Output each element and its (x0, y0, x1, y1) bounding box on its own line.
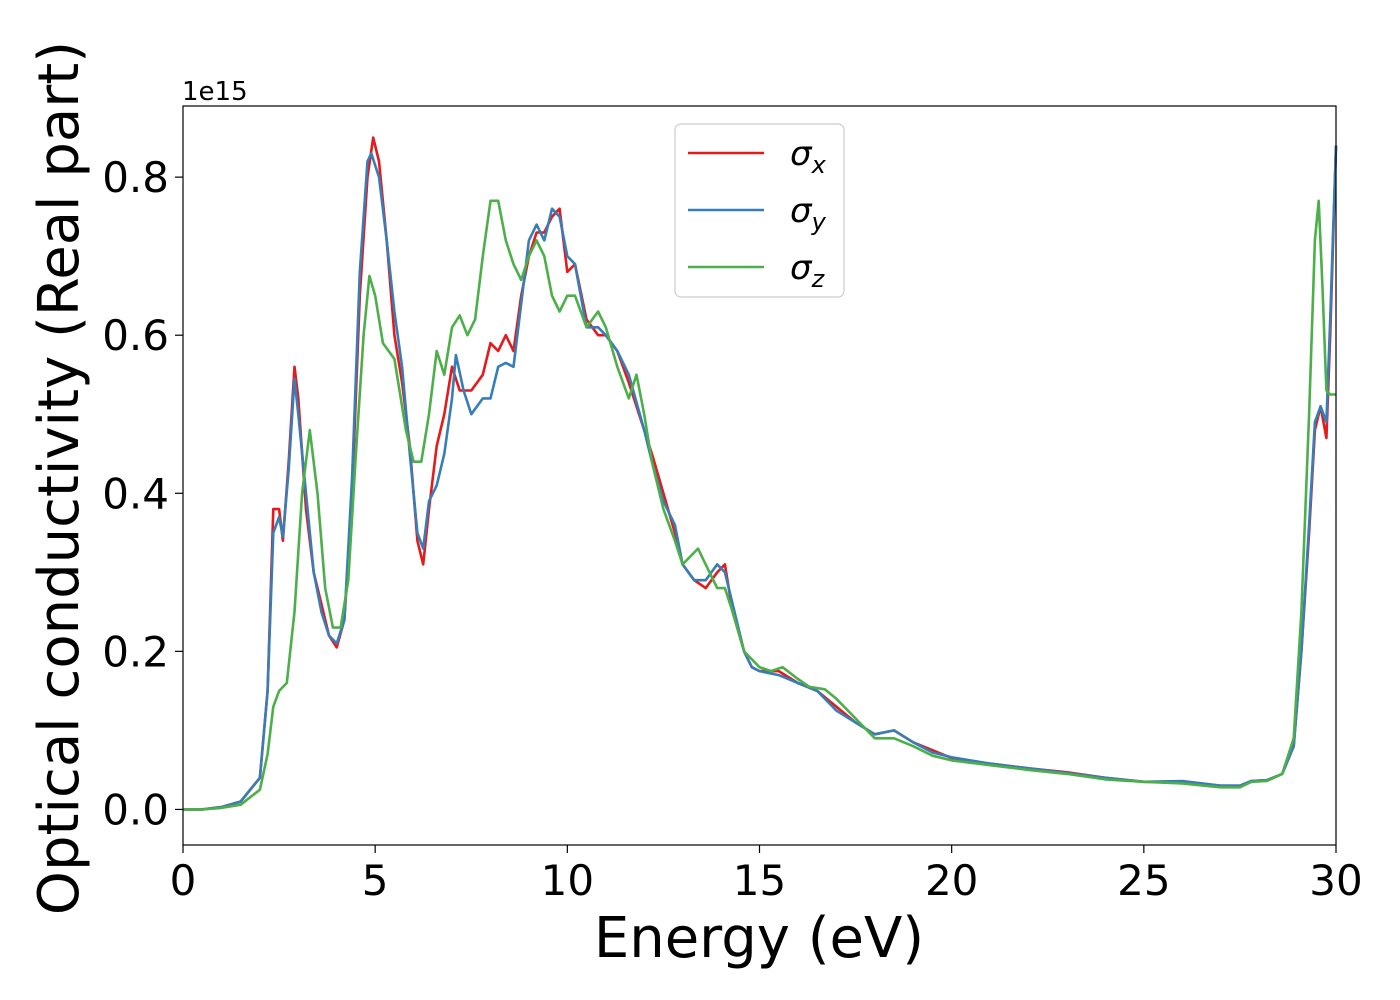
legend: σx σy σz (674, 123, 845, 298)
series-line-z (183, 199, 1336, 811)
series-layer (183, 136, 1338, 811)
x-tick-label: 10 (541, 856, 594, 905)
y-tick-label: 0.6 (102, 311, 169, 360)
x-tick-label: 30 (1309, 856, 1362, 905)
legend-label-x: σx (790, 134, 827, 179)
legend-label-y: σy (790, 191, 827, 236)
x-tick-label: 15 (733, 856, 786, 905)
y-tick-label: 0.4 (102, 469, 169, 518)
y-tick-label: 0.0 (102, 785, 169, 834)
x-tick-label: 25 (1117, 856, 1170, 905)
x-axis-label: Energy (eV) (594, 906, 924, 971)
y-tick-label: 0.8 (102, 153, 169, 202)
y-axis: 0.0 0.2 0.4 0.6 0.8 (102, 153, 183, 834)
x-axis: 0 5 10 15 20 25 30 (170, 845, 1363, 905)
y-offset-label: 1e15 (182, 77, 248, 107)
y-axis-label: Optical conductivity (Real part) (27, 41, 92, 915)
legend-label-z: σz (790, 248, 826, 293)
x-tick-label: 0 (170, 856, 197, 905)
x-tick-label: 5 (362, 856, 389, 905)
y-tick-label: 0.2 (102, 627, 169, 676)
x-tick-label: 20 (925, 856, 978, 905)
